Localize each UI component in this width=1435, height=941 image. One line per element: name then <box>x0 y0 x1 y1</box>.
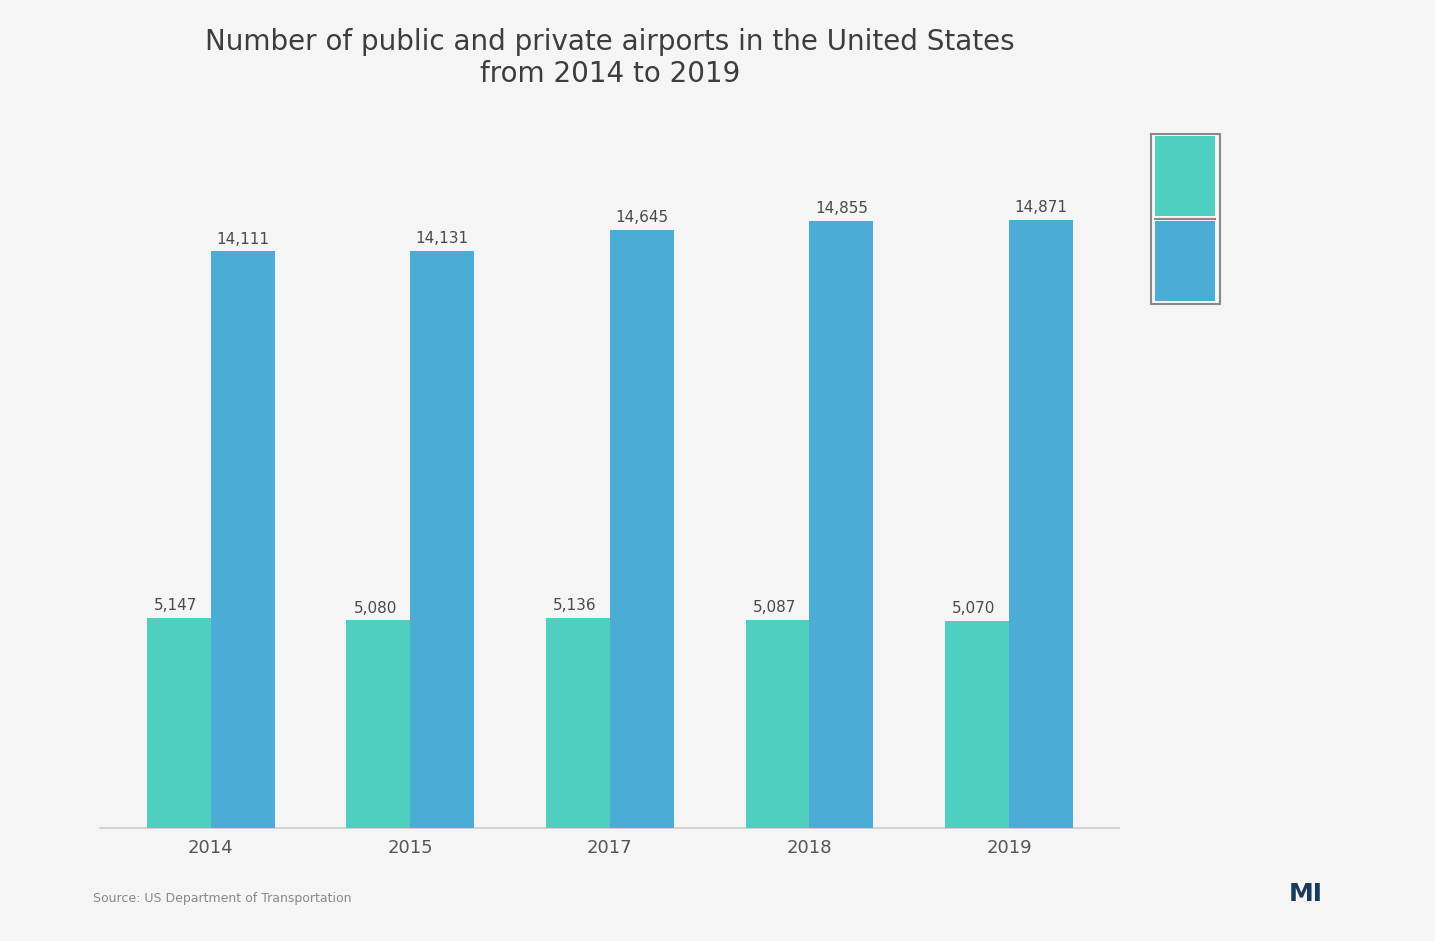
Title: Number of public and private airports in the United States
from 2014 to 2019: Number of public and private airports in… <box>205 28 1015 88</box>
Text: 14,871: 14,871 <box>1015 200 1068 215</box>
Bar <box>1009 220 1073 828</box>
Text: 14,855: 14,855 <box>815 201 868 216</box>
Bar <box>211 251 274 828</box>
Text: 5,087: 5,087 <box>753 600 796 615</box>
Text: 5,070: 5,070 <box>953 601 996 616</box>
Text: 14,131: 14,131 <box>416 231 469 246</box>
Bar <box>146 617 211 828</box>
Text: MI: MI <box>1289 883 1323 906</box>
Bar <box>610 230 674 828</box>
Bar <box>746 620 809 828</box>
Bar <box>946 621 1009 828</box>
Text: 5,080: 5,080 <box>353 600 397 615</box>
Bar <box>545 618 610 828</box>
Text: 14,645: 14,645 <box>616 210 669 225</box>
Text: 14,111: 14,111 <box>217 231 270 247</box>
Text: Source: US Department of Transportation: Source: US Department of Transportation <box>93 892 352 905</box>
Text: 5,147: 5,147 <box>154 598 197 613</box>
Text: 5,136: 5,136 <box>552 598 597 614</box>
Bar <box>809 221 874 828</box>
Bar <box>346 620 410 828</box>
Bar <box>410 250 474 828</box>
